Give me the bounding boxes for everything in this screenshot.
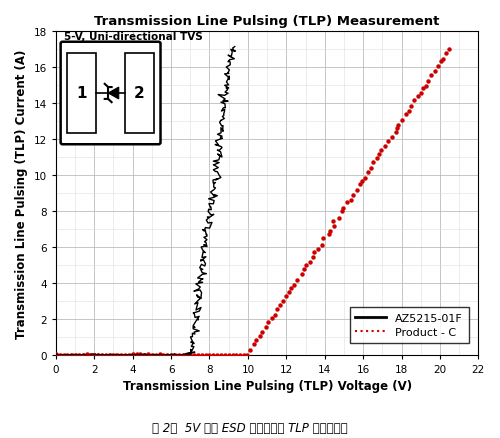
AZ5215-01F bbox=[232, 45, 238, 50]
AZ5215-01F bbox=[218, 119, 224, 124]
Line: AZ5215-01F: AZ5215-01F bbox=[56, 47, 236, 356]
Text: 1: 1 bbox=[76, 86, 87, 101]
Product - C bbox=[176, 353, 182, 358]
Product - C bbox=[438, 60, 444, 65]
Product - C bbox=[149, 352, 155, 357]
AZ5215-01F bbox=[220, 115, 226, 120]
Legend: AZ5215-01F, Product - C: AZ5215-01F, Product - C bbox=[350, 307, 469, 343]
X-axis label: Transmission Line Pulsing (TLP) Voltage (V): Transmission Line Pulsing (TLP) Voltage … bbox=[122, 379, 412, 392]
Text: 5-V, Uni-directional TVS: 5-V, Uni-directional TVS bbox=[64, 32, 203, 42]
Product - C bbox=[294, 277, 300, 283]
AZ5215-01F bbox=[200, 227, 205, 233]
AZ5215-01F bbox=[122, 353, 128, 358]
Text: 2: 2 bbox=[134, 86, 145, 101]
Y-axis label: Transmission Line Pulsing (TLP) Current (A): Transmission Line Pulsing (TLP) Current … bbox=[15, 49, 28, 338]
Title: Transmission Line Pulsing (TLP) Measurement: Transmission Line Pulsing (TLP) Measurem… bbox=[94, 15, 440, 28]
FancyBboxPatch shape bbox=[60, 42, 160, 145]
Bar bbox=[125, 53, 154, 134]
Product - C bbox=[446, 48, 452, 53]
AZ5215-01F bbox=[200, 267, 206, 272]
Product - C bbox=[230, 353, 235, 358]
Line: Product - C: Product - C bbox=[54, 48, 452, 357]
AZ5215-01F bbox=[206, 207, 212, 212]
Text: 图 2：  5V 单向 ESD 保护组件的 TLP 测试曲线。: 图 2： 5V 单向 ESD 保护组件的 TLP 测试曲线。 bbox=[152, 420, 348, 434]
Polygon shape bbox=[108, 88, 118, 100]
AZ5215-01F bbox=[53, 352, 59, 357]
Product - C bbox=[340, 205, 346, 211]
Product - C bbox=[376, 152, 382, 157]
Bar bbox=[68, 53, 96, 134]
Product - C bbox=[53, 352, 59, 357]
AZ5215-01F bbox=[84, 353, 90, 358]
